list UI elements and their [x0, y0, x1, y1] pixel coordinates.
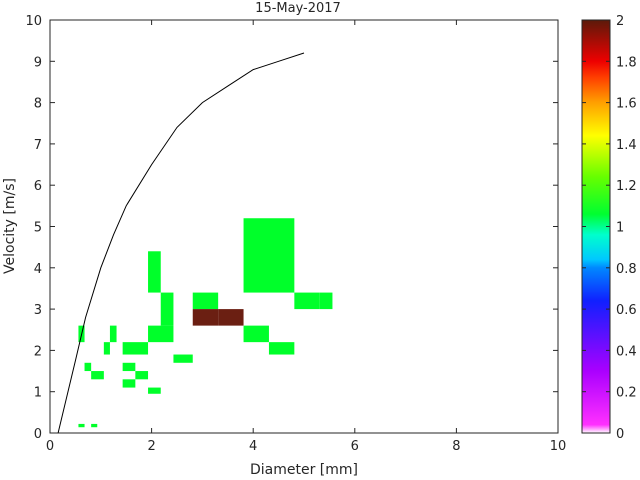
y-axis-label: Velocity [m/s]	[2, 178, 18, 274]
heatmap-cell	[91, 371, 104, 380]
y-tick-label: 10	[25, 14, 42, 29]
y-tick-label: 9	[34, 55, 42, 70]
heatmap-cell	[243, 325, 269, 343]
y-tick-label: 8	[34, 97, 42, 112]
colorbar-tick-label: 0.6	[616, 303, 637, 318]
heatmap-cell	[135, 371, 149, 380]
heatmap-cell	[148, 387, 161, 394]
heatmap-cell	[319, 292, 333, 310]
heatmap-cell	[218, 309, 244, 326]
heatmap-cell	[91, 423, 98, 428]
heatmap-cell	[173, 354, 193, 363]
y-tick-label: 1	[34, 386, 42, 401]
colorbar-tick-label: 1.4	[616, 138, 637, 153]
colorbar	[581, 19, 611, 434]
x-tick-label: 10	[550, 439, 567, 454]
y-tick-label: 4	[34, 262, 42, 277]
y-tick-label: 6	[34, 179, 42, 194]
y-tick-label: 5	[34, 221, 42, 236]
terminal-velocity-curve	[57, 52, 305, 434]
y-tick-label: 3	[34, 303, 42, 318]
colorbar-tick-label: 0.2	[616, 386, 637, 401]
heatmap-cell	[243, 218, 295, 293]
y-tick-label: 7	[34, 138, 42, 153]
colorbar-tick-label: 0.4	[616, 344, 637, 359]
heatmap-cell	[84, 362, 92, 372]
x-tick-label: 6	[351, 439, 359, 454]
heatmap-cell	[192, 292, 219, 310]
x-tick-label: 8	[452, 439, 460, 454]
colorbar-tick-label: 0.8	[616, 262, 637, 277]
colorbar-tick-label: 0	[616, 427, 624, 442]
heatmap-cell	[148, 251, 161, 293]
x-tick-label: 0	[46, 439, 54, 454]
x-axis: 0 2 4 6 8 10	[46, 20, 566, 454]
x-axis-label: Diameter [mm]	[250, 462, 358, 478]
heatmap-cell	[109, 325, 117, 343]
colorbar-tick-label: 1.2	[616, 179, 637, 194]
heatmap-cell	[78, 423, 85, 428]
heatmap-cell	[294, 292, 320, 310]
colorbar-tick-label: 1.8	[616, 55, 637, 70]
colorbar-ticks: 0 0.2 0.4 0.6 0.8 1 1.2 1.4 1.6 1.8 2	[582, 14, 637, 442]
chart-title: 15-May-2017	[255, 1, 341, 16]
y-tick-label: 2	[34, 344, 42, 359]
colorbar-tick-label: 1	[616, 221, 624, 236]
colorbar-tick-label: 1.6	[616, 97, 637, 112]
heatmap-cell	[148, 325, 174, 343]
y-tick-label: 0	[34, 427, 42, 442]
heatmap-cells	[78, 218, 333, 428]
heatmap-cell	[268, 342, 295, 355]
heatmap-cell	[122, 342, 149, 355]
colorbar-tick-label: 2	[616, 14, 624, 29]
x-tick-label: 2	[147, 439, 155, 454]
heatmap-cell	[122, 379, 136, 388]
heatmap-cell	[160, 292, 174, 326]
heatmap-cell	[122, 362, 136, 372]
y-axis: 0 1 2 3 4 5 6 7 8 9 10	[25, 14, 558, 442]
heatmap-cell	[192, 309, 219, 326]
heatmap-cell	[103, 342, 110, 355]
x-tick-label: 4	[249, 439, 257, 454]
